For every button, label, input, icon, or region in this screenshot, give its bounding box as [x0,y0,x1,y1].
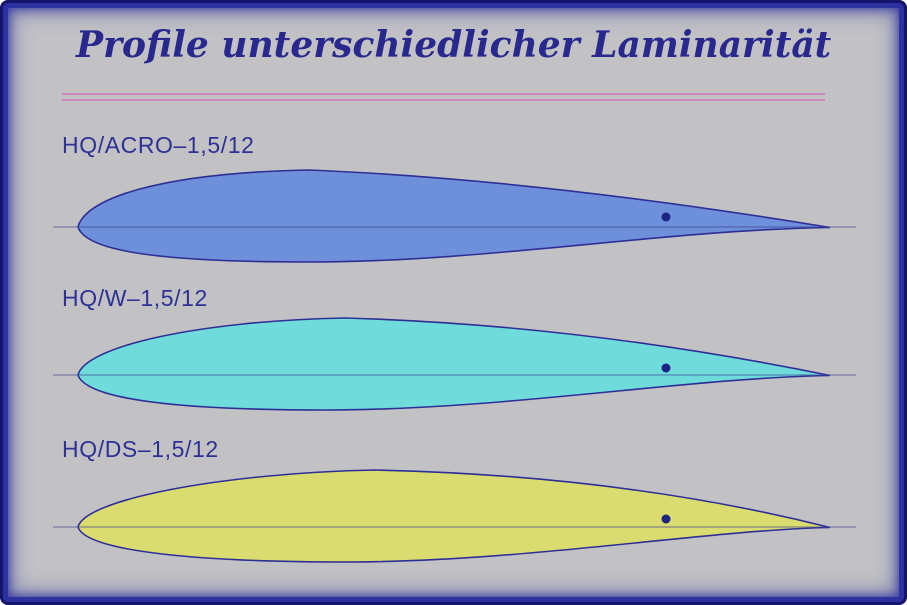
profile-label-hq-ds: HQ/DS–1,5/12 [62,436,219,462]
profile-label-hq-w: HQ/W–1,5/12 [62,285,208,311]
airfoil-profile-hq-acro [53,169,856,263]
transition-point-dot [661,363,671,373]
transition-point-dot [661,212,671,222]
transition-point-dot [661,514,671,524]
airfoil-shape [77,469,831,563]
airfoil-shape [77,317,831,411]
page-title: Profile unterschiedlicher Laminarität [76,24,832,66]
profile-label-hq-acro: HQ/ACRO–1,5/12 [62,132,255,158]
title-underline [62,93,825,101]
airfoil-shape [77,169,831,263]
airfoil-profile-hq-ds [53,469,856,563]
airfoil-profile-hq-w [53,317,856,411]
